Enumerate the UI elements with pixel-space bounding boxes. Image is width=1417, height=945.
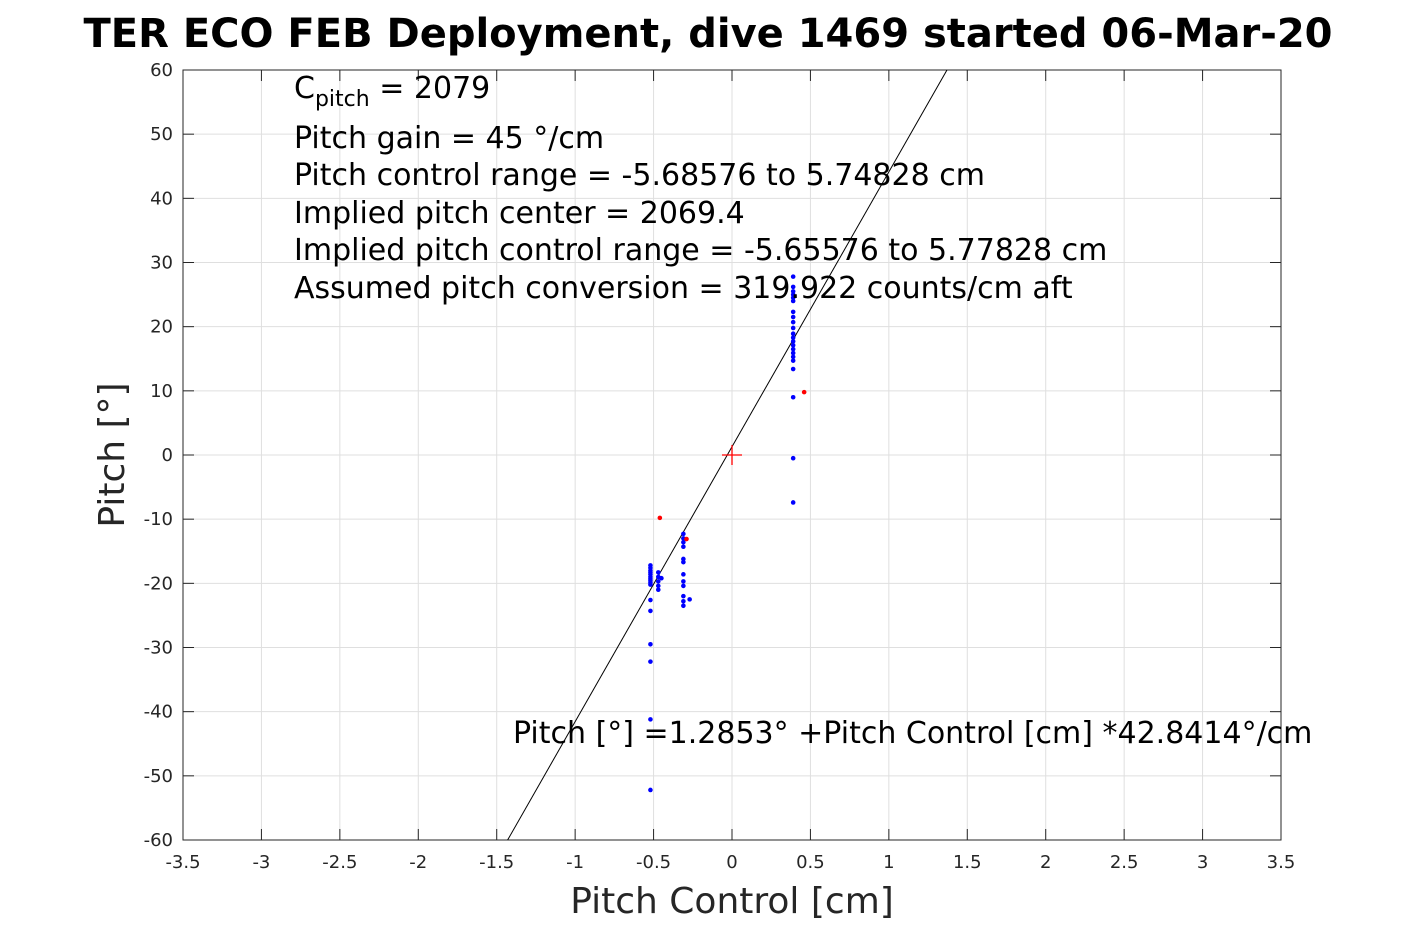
data-point	[790, 274, 796, 279]
annotation-pitch-gain: Pitch gain = 45 °/cm	[294, 121, 604, 156]
y-tick-label: 0	[162, 445, 173, 466]
x-tick-label: 3.5	[1267, 852, 1296, 873]
data-point	[790, 394, 796, 400]
x-tick-label: -2.5	[322, 852, 357, 873]
y-tick-label: -10	[144, 509, 173, 530]
data-point	[655, 579, 661, 584]
annotation-c-subscript: pitch	[315, 87, 370, 112]
data-point	[790, 346, 796, 352]
data-point	[790, 309, 796, 315]
data-point	[790, 500, 796, 505]
data-point	[657, 515, 663, 521]
data-points	[648, 274, 807, 793]
x-tick-label: -1.5	[479, 852, 514, 873]
data-point	[655, 583, 661, 589]
data-point	[790, 292, 796, 297]
annotation-c-pitch: Cpitch = 2079	[294, 71, 490, 112]
data-point	[687, 597, 692, 602]
data-point	[801, 389, 807, 395]
data-point	[790, 366, 796, 372]
data-point	[790, 331, 796, 337]
data-point	[648, 597, 653, 603]
y-tick-label: 60	[150, 60, 173, 81]
x-tick-label: 0	[726, 852, 737, 873]
data-point	[790, 335, 796, 340]
data-point	[655, 570, 661, 575]
data-point	[790, 289, 796, 294]
y-tick-label: -60	[144, 830, 173, 851]
x-tick-label: 1.5	[953, 852, 982, 873]
chart-title: TER ECO FEB Deployment, dive 1469 starte…	[83, 11, 1332, 57]
data-point	[648, 717, 653, 722]
x-tick-label: 0.5	[796, 852, 825, 873]
x-tick-label: 1	[883, 852, 894, 873]
y-tick-label: 50	[150, 124, 173, 145]
x-tick-label: -0.5	[636, 852, 671, 873]
y-tick-label: -50	[144, 766, 173, 787]
y-tick-label: 20	[150, 317, 173, 338]
data-point	[790, 284, 796, 290]
data-point	[790, 342, 796, 348]
data-point	[681, 599, 686, 604]
axis-ticks	[182, 69, 1282, 841]
data-point	[790, 298, 796, 304]
grid	[182, 69, 1282, 841]
annotation-implied-center: Implied pitch center = 2069.4	[294, 196, 745, 231]
annotation-c-value: = 2079	[370, 71, 491, 106]
data-point	[681, 544, 686, 550]
data-point	[648, 659, 653, 664]
x-tick-labels: -3.5 -3 -2.5 -2 -1.5 -1 -0.5 0 0.5 1 1.5 2 2.5 3 3.5	[165, 852, 1295, 873]
data-point	[790, 295, 796, 301]
y-tick-label: 30	[150, 253, 173, 274]
y-axis-label: Pitch [°]	[92, 382, 133, 527]
y-tick-label: -40	[144, 702, 173, 723]
data-point	[681, 539, 686, 545]
data-point	[681, 531, 686, 537]
annotation-implied-range: Implied pitch control range = -5.65576 t…	[294, 233, 1107, 268]
data-point	[681, 593, 686, 599]
annotation-control-range: Pitch control range = -5.68576 to 5.7482…	[294, 158, 985, 193]
data-point	[648, 641, 653, 647]
annotation-c-main: C	[294, 71, 315, 106]
x-tick-label: 2	[1040, 852, 1051, 873]
data-point	[681, 603, 686, 609]
x-tick-label: -3.5	[165, 852, 200, 873]
data-point	[648, 787, 653, 793]
x-tick-label: 3	[1197, 852, 1208, 873]
data-point	[648, 582, 653, 587]
x-axis-label: Pitch Control [cm]	[570, 881, 894, 922]
data-point	[681, 572, 686, 577]
data-point	[790, 354, 796, 360]
y-tick-label: 10	[150, 381, 173, 402]
annotation-conversion: Assumed pitch conversion = 319.922 count…	[294, 271, 1073, 306]
data-point	[681, 559, 686, 565]
x-tick-label: 2.5	[1110, 852, 1139, 873]
annotation-fit-equation: Pitch [°] =1.2853° +Pitch Control [cm] *…	[513, 716, 1312, 751]
data-point	[659, 575, 664, 581]
data-point	[790, 339, 796, 344]
data-point	[790, 358, 796, 363]
y-tick-label: -30	[144, 638, 173, 659]
x-tick-label: -3	[252, 852, 270, 873]
data-point	[684, 536, 689, 542]
plot-area	[507, 70, 948, 840]
data-point	[648, 608, 653, 614]
data-point	[790, 350, 796, 356]
data-point	[655, 587, 661, 593]
y-tick-label: -20	[144, 573, 173, 594]
x-tick-label: -2	[409, 852, 427, 873]
data-point	[790, 455, 796, 461]
data-point	[790, 325, 796, 331]
center-marker	[722, 445, 742, 465]
data-point	[790, 319, 796, 325]
data-point	[681, 583, 686, 589]
data-point	[681, 556, 686, 562]
y-tick-labels: -60 -50 -40 -30 -20 -10 0 10 20 30 40 50 60	[144, 60, 173, 851]
data-point	[790, 314, 796, 320]
x-tick-label: -1	[566, 852, 584, 873]
data-point	[681, 579, 686, 584]
y-tick-label: 40	[150, 188, 173, 209]
